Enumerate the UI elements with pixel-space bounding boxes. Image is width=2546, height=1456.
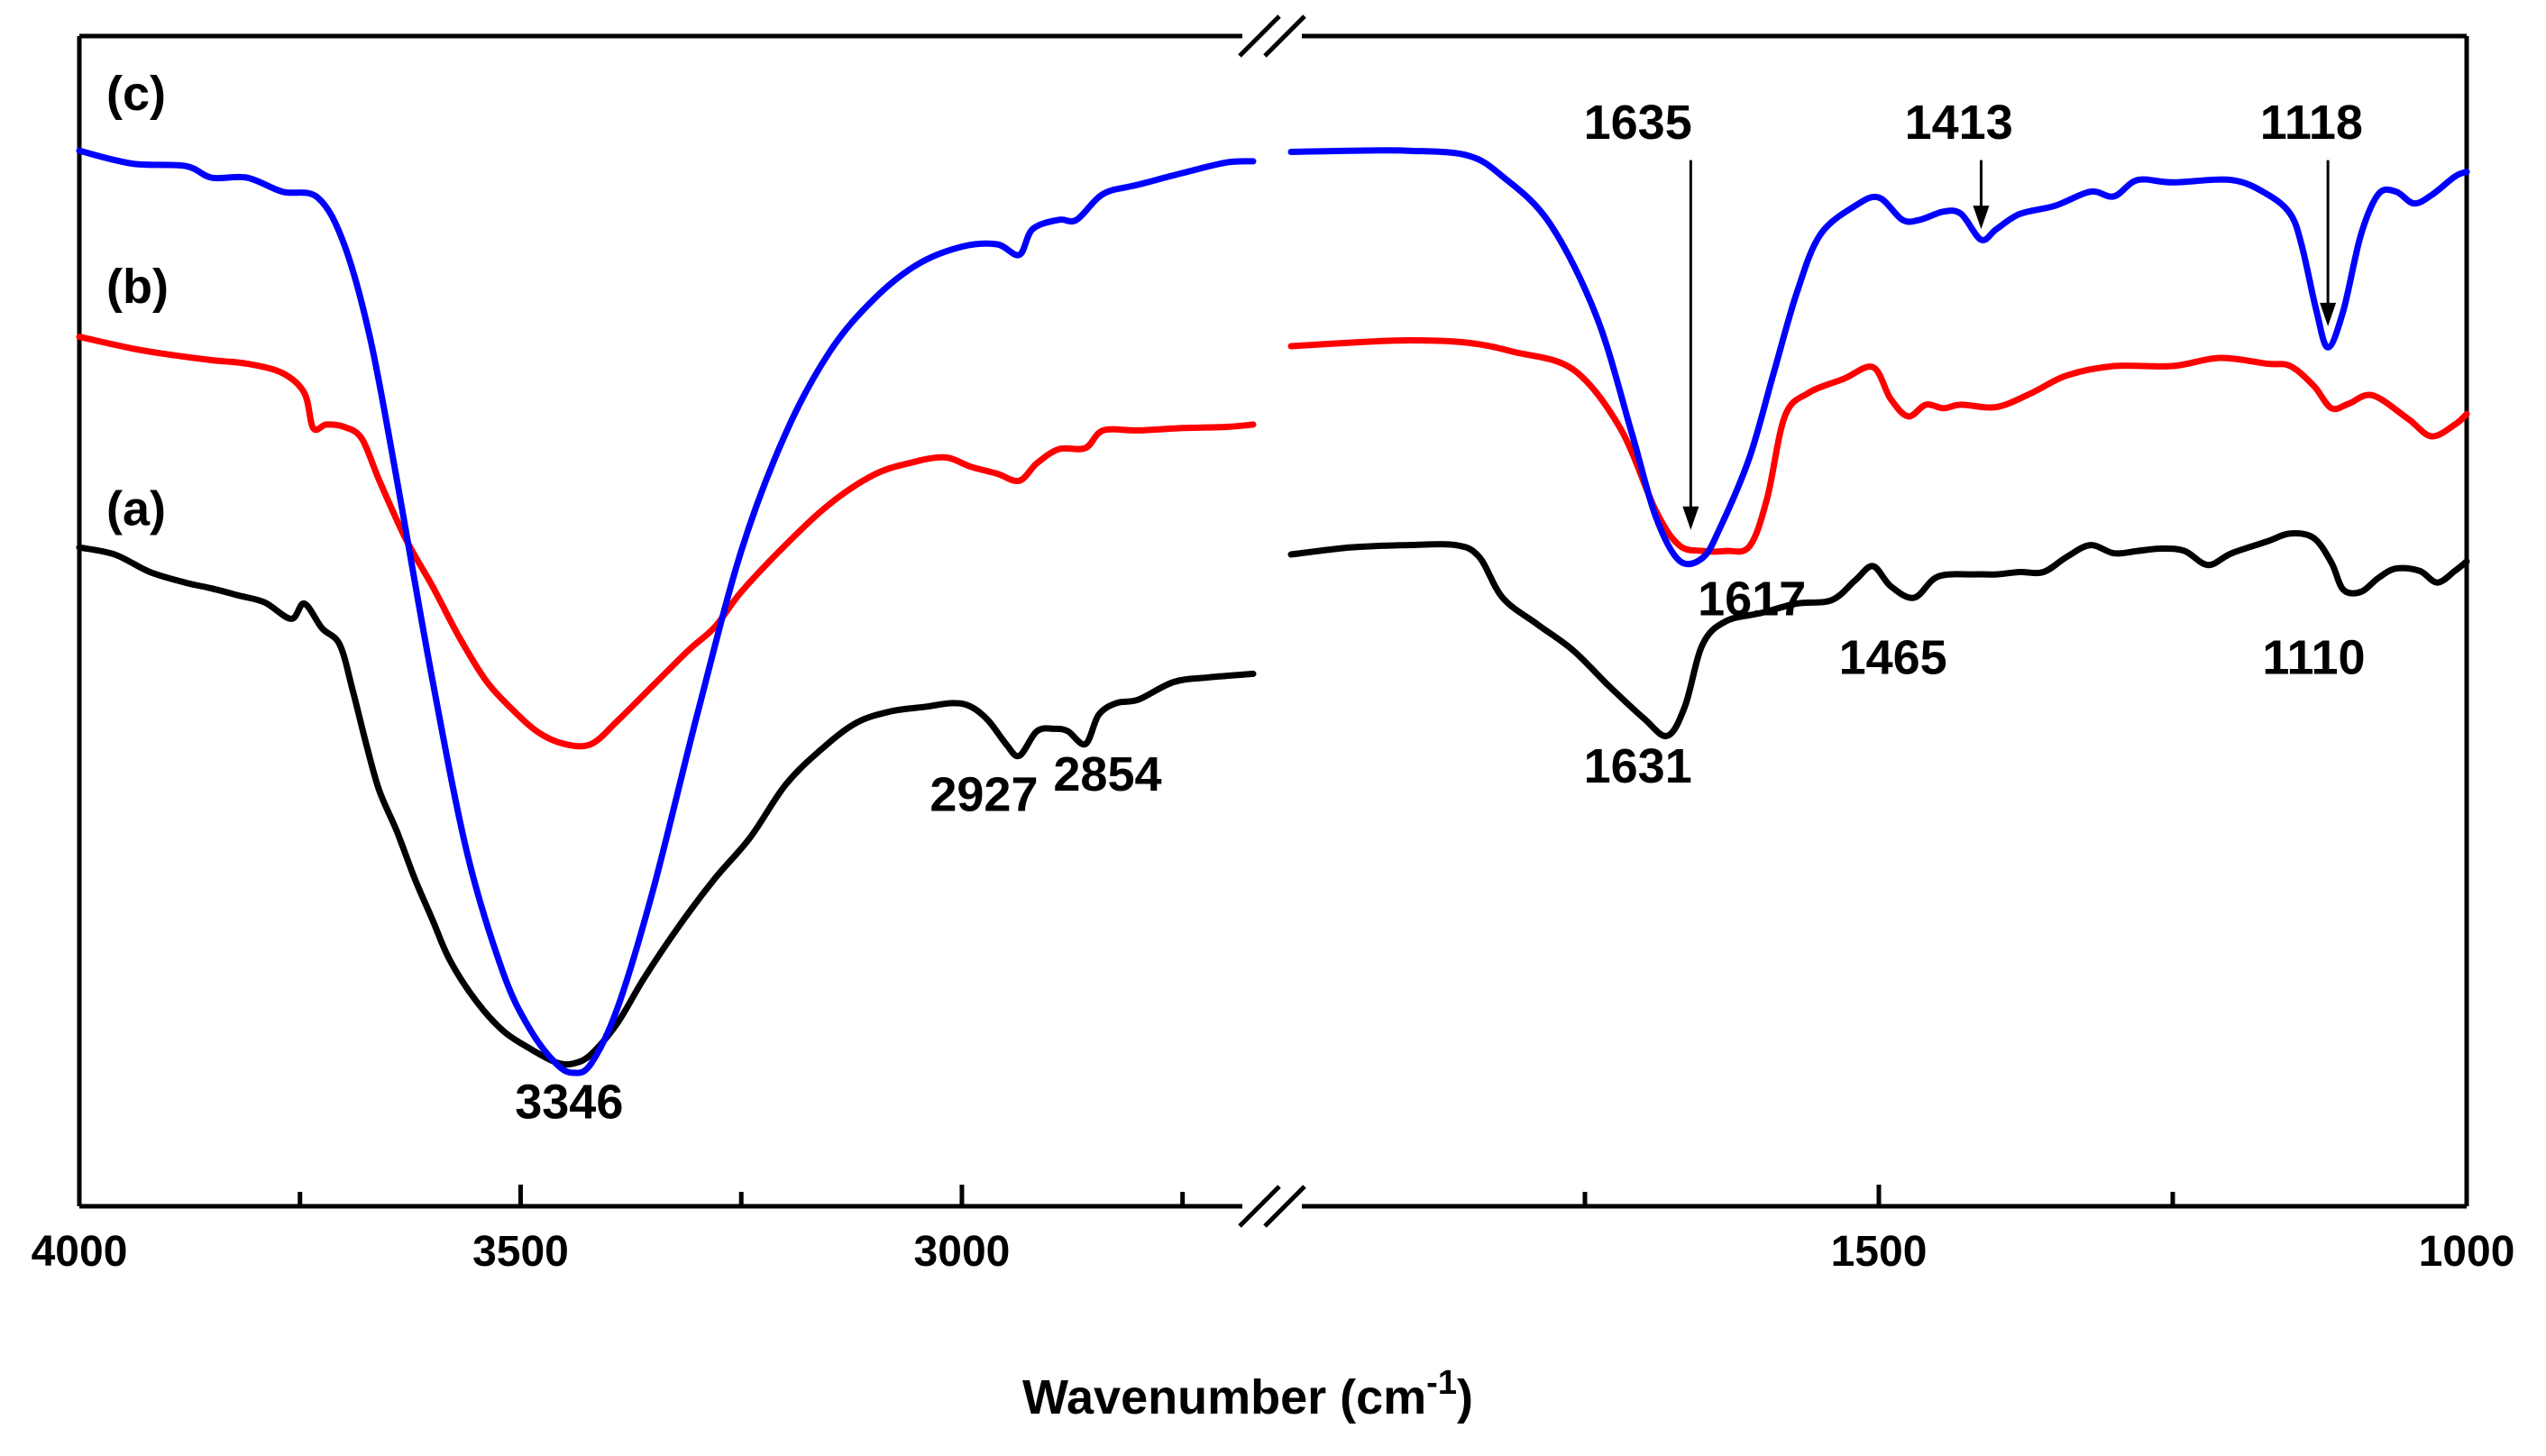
series-a-right-line — [1287, 529, 2470, 739]
peak-arrow-head-1413 — [1973, 206, 1990, 230]
peak-label-1631: 1631 — [1584, 739, 1692, 793]
series-label-c: (c) — [106, 67, 166, 121]
axis-break-top-2 — [1263, 14, 1306, 58]
series-b-right-line — [1287, 337, 2470, 555]
x-tick-label-3000: 3000 — [914, 1228, 1011, 1276]
series-a-left-line — [76, 544, 1257, 1068]
series-label-a: (a) — [106, 482, 166, 536]
peak-label-1617: 1617 — [1698, 572, 1806, 627]
x-axis-ticks: 4000 3500 3000 1500 1000 — [32, 1185, 2515, 1276]
x-axis-title-superscript: -1 — [1426, 1364, 1457, 1402]
x-axis-title: Wavenumber (cm-1) — [1022, 1364, 1473, 1424]
x-tick-label-1500: 1500 — [1831, 1228, 1928, 1276]
axis-break-bottom-1 — [1238, 1185, 1281, 1228]
axis-break-top-1 — [1238, 14, 1281, 58]
series-b-left-line — [76, 334, 1257, 750]
peak-label-2854: 2854 — [1053, 747, 1161, 801]
series-label-b: (b) — [106, 260, 169, 314]
peak-arrow-head-1635 — [1682, 506, 1699, 530]
x-tick-label-1000: 1000 — [2419, 1228, 2515, 1276]
x-tick-label-4000: 4000 — [32, 1228, 128, 1276]
axis-break-bottom-2 — [1263, 1185, 1306, 1228]
x-tick-label-3500: 3500 — [472, 1228, 569, 1276]
peak-label-2927: 2927 — [930, 767, 1038, 821]
peak-arrow-head-1118 — [2320, 302, 2337, 326]
plot-frame — [77, 14, 2469, 1228]
series-labels: (c) (b) (a) — [106, 67, 169, 536]
peak-label-1110: 1110 — [2262, 630, 2365, 684]
x-axis-title-suffix: ) — [1457, 1370, 1473, 1424]
peak-label-1118: 1118 — [2260, 96, 2363, 150]
peak-annotations: 3346 2927 2854 1635 1413 1118 1617 1631 1465 1110 — [515, 96, 2365, 1129]
series-c-left-line — [76, 147, 1257, 1076]
peak-label-1465: 1465 — [1839, 630, 1947, 684]
peak-label-1413: 1413 — [1905, 96, 2013, 150]
series-c-right-line — [1287, 147, 2470, 568]
peak-label-3346: 3346 — [515, 1076, 623, 1130]
peak-label-1635: 1635 — [1584, 96, 1692, 150]
x-axis-title-main: Wavenumber (cm — [1022, 1370, 1426, 1424]
spectra-series — [76, 147, 2470, 1076]
